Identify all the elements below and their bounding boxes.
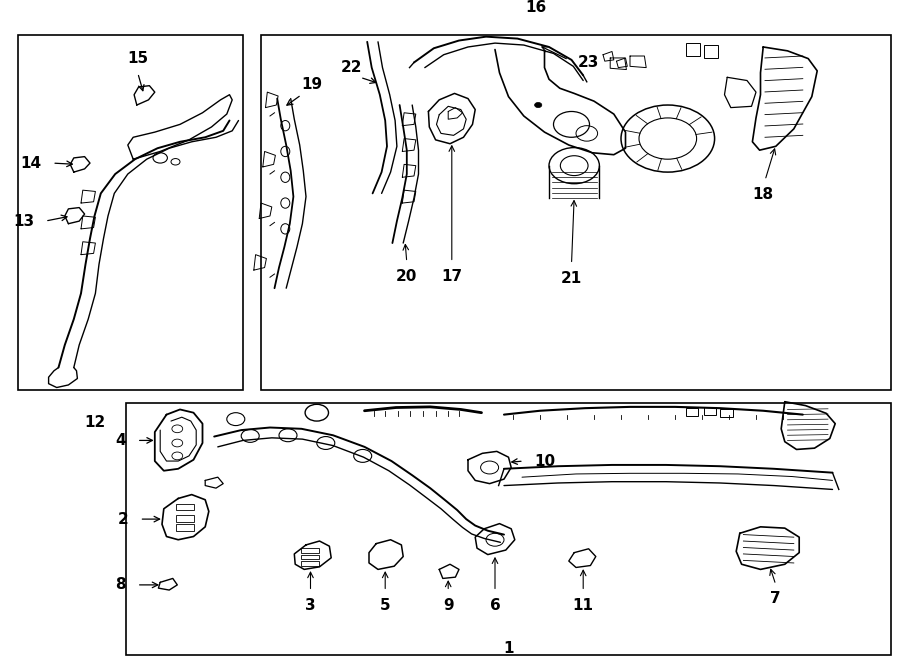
Text: 11: 11 — [572, 598, 594, 613]
FancyBboxPatch shape — [126, 403, 891, 654]
Bar — [301, 561, 319, 566]
Text: 2: 2 — [118, 512, 129, 527]
Text: 19: 19 — [302, 77, 322, 92]
Text: 17: 17 — [441, 269, 463, 284]
Bar — [176, 504, 194, 510]
Text: 4: 4 — [115, 433, 126, 448]
Text: 7: 7 — [770, 592, 781, 606]
Text: 9: 9 — [443, 598, 454, 613]
Text: 22: 22 — [340, 60, 362, 75]
Text: 23: 23 — [578, 55, 599, 70]
Text: 5: 5 — [380, 598, 391, 613]
Bar — [704, 407, 716, 414]
FancyBboxPatch shape — [261, 36, 891, 390]
Text: 13: 13 — [14, 214, 34, 229]
Text: 18: 18 — [752, 187, 774, 202]
Bar — [301, 548, 319, 553]
Text: 8: 8 — [115, 578, 126, 592]
Bar — [686, 43, 700, 56]
Circle shape — [535, 102, 542, 108]
Text: 14: 14 — [21, 155, 41, 171]
Bar — [686, 408, 698, 416]
Bar — [176, 524, 194, 531]
Text: 16: 16 — [525, 0, 546, 15]
Text: 6: 6 — [490, 598, 500, 613]
FancyBboxPatch shape — [18, 36, 243, 390]
Text: 12: 12 — [84, 414, 105, 430]
Text: 1: 1 — [503, 641, 514, 656]
Text: 20: 20 — [396, 269, 418, 284]
Bar — [720, 409, 733, 417]
Text: 21: 21 — [561, 271, 582, 286]
Text: 10: 10 — [535, 453, 555, 469]
Bar — [176, 515, 194, 522]
Text: 3: 3 — [305, 598, 316, 613]
Bar — [704, 45, 718, 58]
Text: 15: 15 — [127, 52, 148, 66]
Bar — [301, 555, 319, 559]
